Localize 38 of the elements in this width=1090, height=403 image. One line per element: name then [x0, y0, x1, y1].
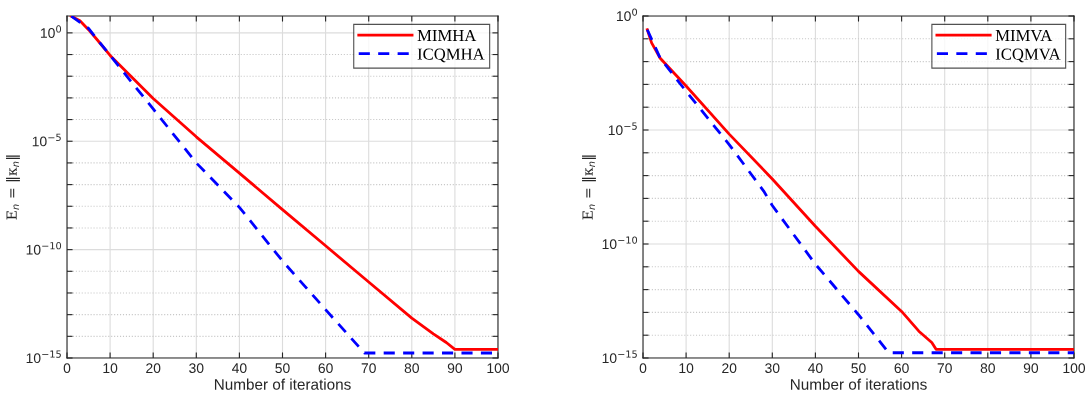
x-axis-title: Number of iterations: [214, 378, 351, 390]
x-tick-label: 50: [275, 363, 290, 374]
x-tick-label: 0: [63, 363, 71, 374]
legend-label: MIMVA: [995, 30, 1053, 42]
y-tick-label: 10$^{0}$: [616, 8, 638, 22]
x-tick-label: 60: [318, 363, 333, 374]
x-tick-label: 100: [487, 363, 510, 374]
x-tick-label: 30: [189, 363, 204, 374]
y-axis-title: E$_{n}$ = ‖κ$_{n}$‖: [582, 155, 596, 220]
x-tick-label: 40: [808, 363, 823, 374]
x-tick-label: 10: [103, 363, 118, 374]
x-tick-label: 0: [639, 363, 647, 374]
x-tick-label: 50: [851, 363, 866, 374]
x-tick-label: 80: [404, 363, 419, 374]
x-tick-label: 40: [232, 363, 247, 374]
x-tick-label: 100: [1063, 363, 1086, 374]
x-tick-label: 90: [1023, 363, 1039, 374]
x-tick-label: 80: [980, 363, 995, 374]
x-tick-label: 30: [765, 363, 780, 374]
y-tick-label: 10$^{−5}$: [32, 133, 61, 147]
x-tick-label: 20: [722, 363, 737, 374]
y-tick-label: 10$^{−10}$: [602, 236, 638, 250]
x-tick-label: 70: [361, 363, 376, 374]
x-tick-label: 60: [894, 363, 909, 374]
legend-label: ICQMHA: [417, 48, 485, 63]
y-tick-label: 10$^{−10}$: [26, 242, 62, 255]
x-tick-label: 90: [447, 363, 463, 374]
y-tick-label: 10$^{−5}$: [608, 122, 637, 136]
y-tick-label: 10$^{0}$: [40, 25, 62, 38]
legend-label: ICQMVA: [995, 48, 1061, 63]
y-axis-title: E$_{n}$ = ‖κ$_{n}$‖: [6, 155, 20, 220]
x-tick-label: 70: [937, 363, 952, 374]
x-tick-label: 10: [679, 363, 694, 374]
y-tick-label: 10$^{−15}$: [26, 350, 61, 364]
legend-label: MIMHA: [417, 30, 477, 41]
y-tick-label: 10$^{−15}$: [602, 350, 637, 364]
x-tick-label: 20: [146, 363, 161, 374]
x-axis-title: Number of iterations: [790, 378, 927, 390]
